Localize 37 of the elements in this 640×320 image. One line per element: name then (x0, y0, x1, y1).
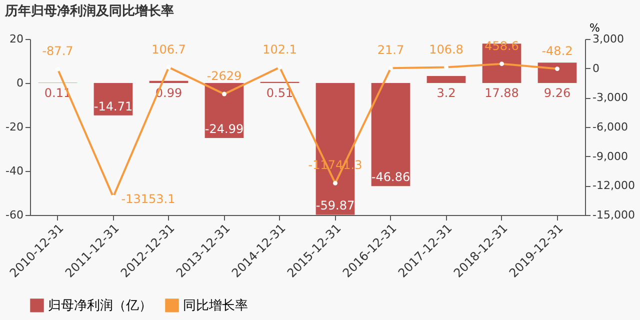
y2-tick-label: -9,000 (592, 150, 628, 163)
y2-axis-title: % (590, 22, 600, 34)
data-label: 102.1 (262, 42, 297, 56)
data-label: 21.7 (377, 43, 404, 58)
data-label: -14.71 (94, 99, 133, 114)
bar (426, 76, 466, 83)
bar (538, 62, 577, 83)
y2-tick-label: 0 (592, 62, 600, 75)
y2-tick-label: 3,000 (592, 32, 624, 46)
data-label: -48.2 (542, 44, 573, 58)
data-label: 9.26 (544, 86, 571, 100)
data-label: -2629 (206, 69, 242, 84)
bar (94, 83, 133, 116)
bar (371, 83, 410, 186)
y-tick-label: 20 (10, 32, 24, 46)
y2-tick-label: -15,000 (592, 208, 635, 222)
y2-tick-label: -6,000 (592, 120, 628, 134)
data-label: -24.99 (204, 122, 244, 136)
chart-title: 历年归母净利润及同比增长率 (4, 3, 174, 19)
y2-tick-label: -3,000 (592, 91, 628, 104)
data-label: 0.51 (266, 86, 294, 100)
y2-tick-label: -12,000 (592, 179, 635, 192)
bar (204, 83, 244, 138)
data-label: 106.7 (152, 42, 186, 56)
data-label: 3.2 (436, 86, 456, 100)
data-label: -59.87 (316, 198, 355, 213)
data-label: -13153.1 (121, 192, 176, 206)
y-tick-label: -60 (6, 208, 24, 222)
y-tick-label: 0 (16, 76, 24, 90)
data-label: 17.88 (484, 86, 519, 100)
legend-label: 同比增长率 (183, 297, 248, 314)
data-label: -46.86 (371, 170, 410, 184)
data-label: 106.8 (429, 42, 464, 56)
data-label: -87.7 (42, 44, 74, 58)
y-tick-label: -40 (6, 164, 24, 178)
y-tick-label: -20 (6, 120, 24, 134)
legend-label: 归母净利润（亿） (48, 298, 152, 314)
